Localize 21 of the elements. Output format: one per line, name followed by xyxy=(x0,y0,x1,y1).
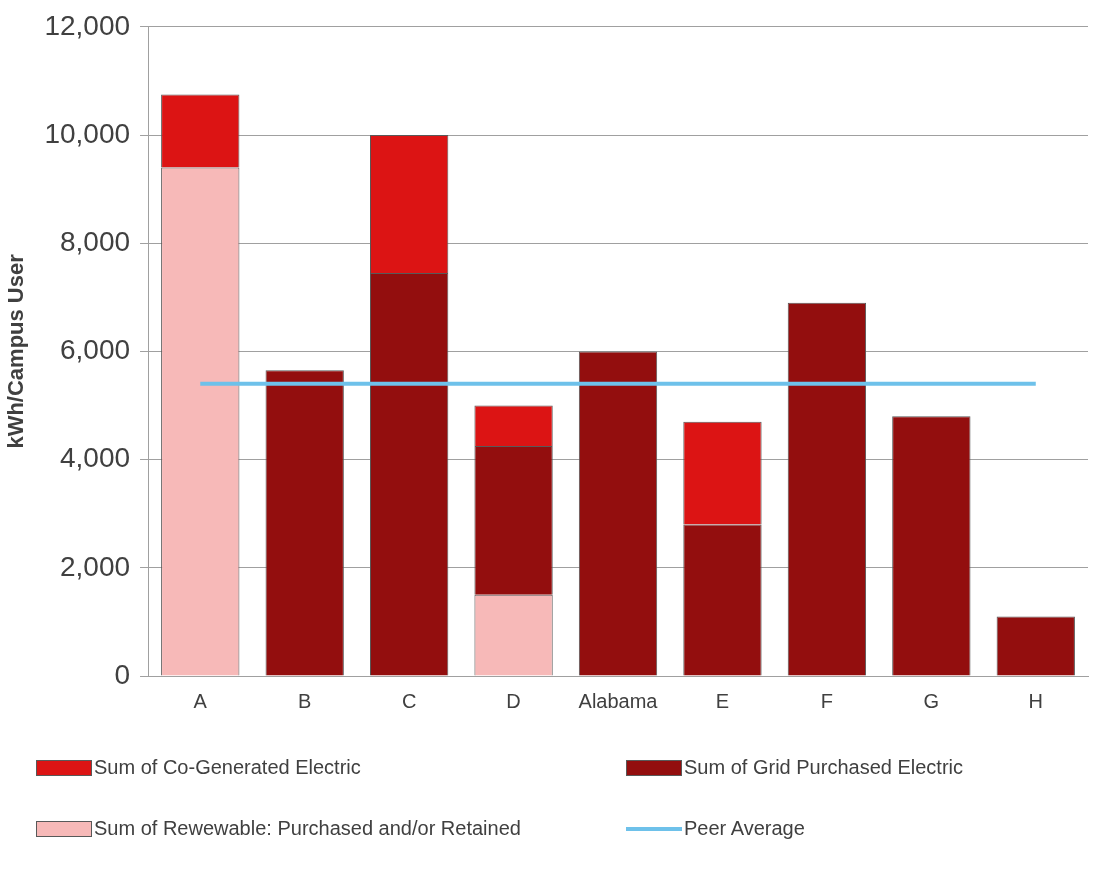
x-tick-label: A xyxy=(193,689,208,712)
y-tick-label: 12,000 xyxy=(44,9,131,41)
x-tick-label: G xyxy=(923,689,940,712)
x-tick-label: F xyxy=(820,689,834,712)
y-axis-title: kWh/Campus User xyxy=(3,253,29,449)
y-tick-label: 2,000 xyxy=(59,550,131,582)
y-tick-label: 6,000 xyxy=(59,334,131,366)
x-tick-label: H xyxy=(1028,689,1044,712)
legend-label: Peer Average xyxy=(684,817,805,840)
x-tick-label: E xyxy=(715,689,730,712)
legend-label: Sum of Co-Generated Electric xyxy=(94,756,361,779)
y-tick-label: 0 xyxy=(114,658,131,690)
x-tick-label: Alabama xyxy=(578,689,659,712)
y-tick-label: 10,000 xyxy=(44,117,131,149)
y-tick-label: 4,000 xyxy=(59,442,131,474)
x-tick-label: B xyxy=(298,689,312,712)
x-tick-label: D xyxy=(506,689,521,712)
legend-label: Sum of Rewewable: Purchased and/or Retained xyxy=(94,817,521,840)
x-tick-label: C xyxy=(401,689,417,712)
legend-label: Sum of Grid Purchased Electric xyxy=(684,756,963,779)
y-tick-label: 8,000 xyxy=(59,225,131,257)
